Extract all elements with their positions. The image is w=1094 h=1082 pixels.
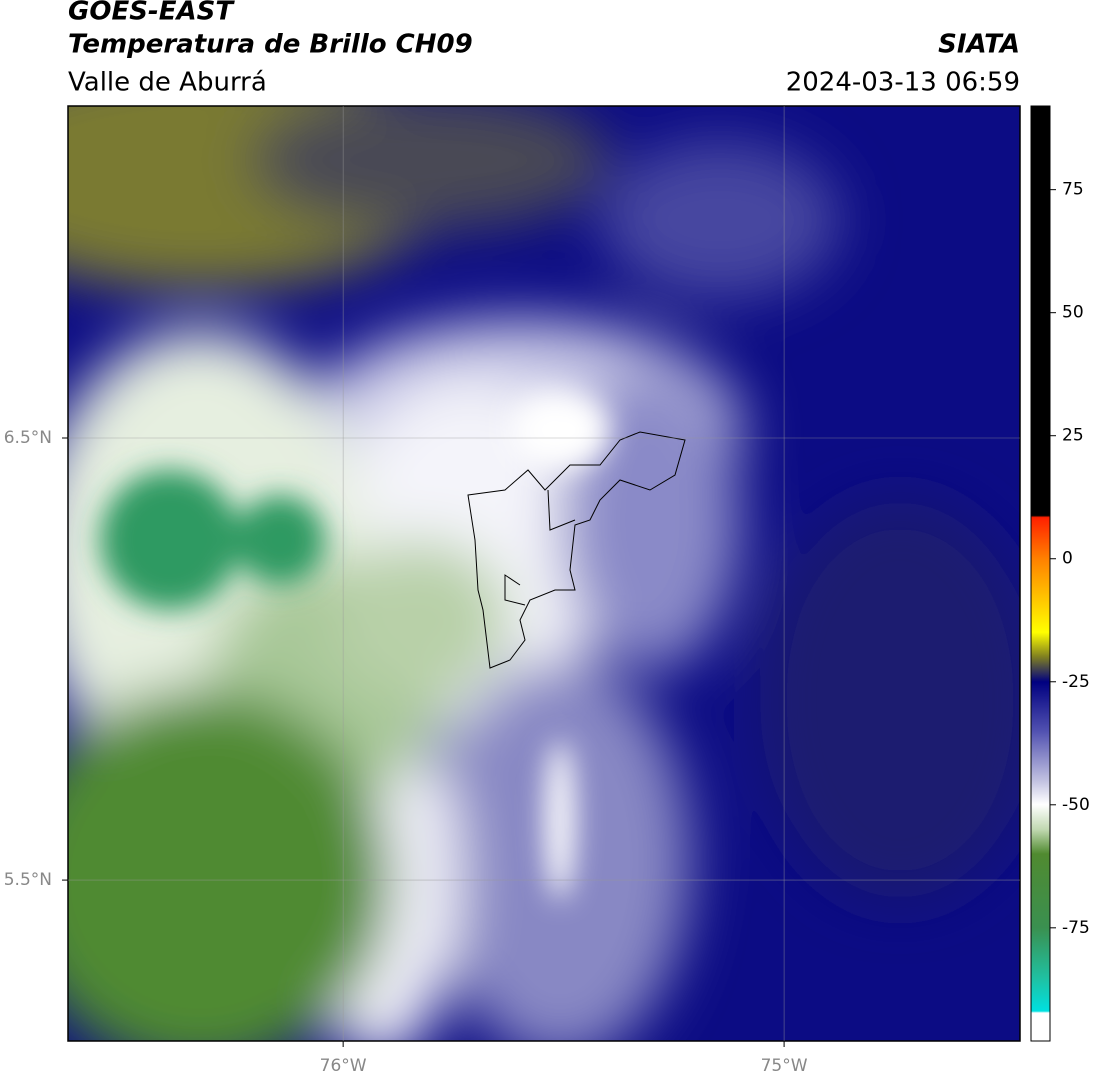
colorbar-tick-label: -25	[1062, 672, 1090, 692]
colorbar-tick-label: 50	[1062, 303, 1084, 323]
lat-tick-label: 6.5°N	[4, 428, 52, 448]
region: Valle de Aburrá	[68, 68, 267, 98]
colorbar	[1030, 105, 1051, 1042]
satellite-image	[68, 106, 1020, 1041]
timestamp: 2024-03-13 06:59	[786, 68, 1020, 98]
colorbar-tick-label: 25	[1062, 426, 1084, 446]
colorbar-tick-label: -50	[1062, 795, 1090, 815]
subtitle: Temperatura de Brillo CH09	[68, 30, 473, 60]
map-frame	[67, 105, 1021, 1042]
lon-tick-label: 75°W	[761, 1056, 808, 1076]
lat-tick-label: 5.5°N	[4, 870, 52, 890]
colorbar-tick-label: 75	[1062, 180, 1084, 200]
colorbar-tick-label: -75	[1062, 918, 1090, 938]
source: SIATA	[938, 30, 1020, 60]
colorbar-tick-label: 0	[1062, 549, 1073, 569]
region-outline	[467, 431, 686, 669]
title: GOES-EAST	[68, 0, 235, 27]
lon-tick-label: 76°W	[320, 1056, 367, 1076]
